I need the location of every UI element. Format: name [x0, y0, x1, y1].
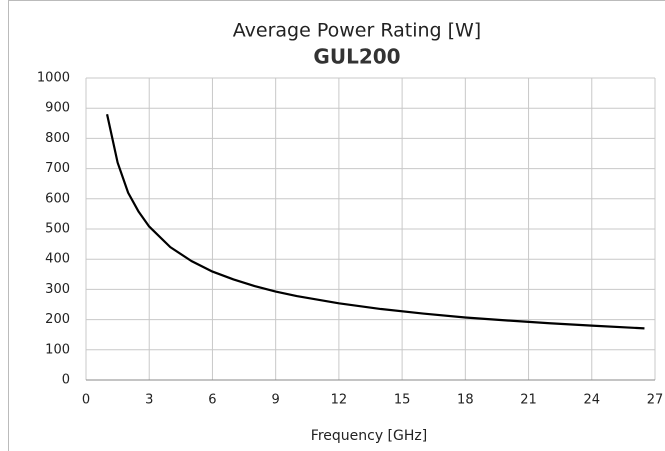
- x-tick-label: 0: [82, 393, 90, 408]
- x-tick-label: 24: [584, 393, 601, 408]
- y-tick-label: 0: [62, 373, 70, 388]
- x-axis-label: Frequency [GHz]: [311, 428, 427, 444]
- y-tick-label: 500: [45, 222, 70, 237]
- y-tick-label: 600: [45, 191, 70, 206]
- y-tick-label: 900: [45, 101, 70, 116]
- x-tick-label: 27: [647, 393, 664, 408]
- x-tick-label: 6: [208, 393, 216, 408]
- chart-subtitle: GUL200: [313, 45, 400, 69]
- x-tick-label: 9: [272, 393, 280, 408]
- y-tick-label: 300: [45, 282, 70, 297]
- x-tick-label: 12: [331, 393, 348, 408]
- x-tick-label: 21: [520, 393, 537, 408]
- y-tick-label: 200: [45, 312, 70, 327]
- y-tick-label: 800: [45, 131, 70, 146]
- y-tick-label: 700: [45, 161, 70, 176]
- y-tick-label: 100: [45, 342, 70, 357]
- x-tick-label: 15: [394, 393, 411, 408]
- y-tick-label: 400: [45, 252, 70, 267]
- chart-title: Average Power Rating [W]: [233, 20, 481, 42]
- y-tick-label: 1000: [37, 71, 70, 86]
- x-tick-label: 3: [145, 393, 153, 408]
- data-line: [105, 114, 645, 330]
- x-tick-label: 18: [457, 393, 474, 408]
- chart-frame: [8, 0, 665, 451]
